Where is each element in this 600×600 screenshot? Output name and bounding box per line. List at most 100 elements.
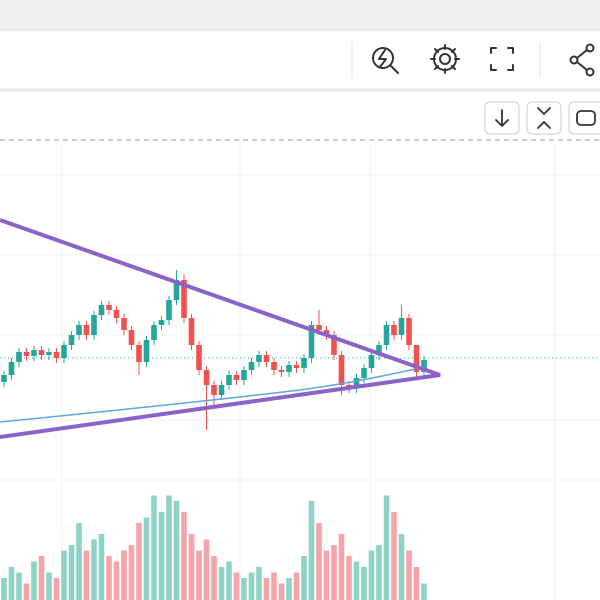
volume-bar — [421, 583, 427, 600]
volume-bar — [211, 556, 217, 600]
volume-bar — [368, 550, 375, 600]
candle-body — [31, 350, 37, 356]
candle-body — [226, 375, 232, 385]
candle-body — [316, 325, 322, 330]
volume-bar — [136, 523, 142, 600]
candle-body — [136, 345, 142, 362]
candle-body — [151, 325, 157, 340]
volume-bar — [113, 561, 120, 600]
settings-icon[interactable] — [430, 44, 460, 74]
alert-icon[interactable] — [372, 47, 399, 74]
volume-bar — [361, 567, 367, 600]
volume-bar — [278, 583, 285, 600]
candle-body — [293, 365, 300, 368]
candle-body — [143, 340, 150, 362]
volume-bar — [413, 567, 420, 600]
candle-body — [331, 335, 337, 355]
candle-body — [53, 352, 60, 358]
candle-body — [1, 375, 7, 382]
candle-body — [121, 318, 127, 330]
candle-body — [68, 335, 75, 345]
candle-body — [398, 318, 405, 335]
candle-body — [76, 325, 82, 335]
candle-body — [211, 385, 217, 395]
reset-button[interactable] — [568, 101, 600, 135]
volume-bar — [31, 561, 37, 600]
share-icon[interactable] — [569, 43, 595, 77]
volume-bar — [203, 539, 210, 600]
volume-bar — [406, 550, 412, 600]
volume-bar — [181, 512, 187, 600]
candle-body — [286, 365, 292, 372]
volume-bar — [301, 556, 307, 600]
volume-bar — [391, 512, 397, 600]
top-bar — [0, 0, 600, 30]
volume-bar — [323, 550, 330, 600]
volume-bar — [286, 578, 292, 600]
volume-bar — [173, 501, 180, 600]
candle-body — [278, 370, 285, 372]
volume-bar — [346, 556, 352, 600]
candle-body — [248, 362, 255, 370]
candle-body — [166, 300, 172, 320]
volume-bar — [76, 523, 82, 600]
volume-bar — [338, 534, 345, 600]
candle-body — [181, 280, 187, 318]
candle-body — [376, 345, 382, 355]
collapse-icon — [537, 107, 551, 129]
candle-body — [98, 305, 105, 315]
volume-bar — [398, 534, 405, 600]
candle-body — [8, 362, 15, 375]
volume-bar — [1, 578, 7, 600]
candle-body — [113, 310, 120, 318]
volume-bar — [226, 561, 232, 600]
candle-body — [203, 370, 210, 385]
candle-body — [218, 385, 225, 395]
volume-bar — [16, 572, 22, 600]
candle-body — [361, 368, 367, 378]
volume-bar — [248, 572, 255, 600]
candle-body — [421, 360, 427, 372]
volume-bar — [218, 567, 225, 600]
volume-bar — [353, 561, 360, 600]
candle-body — [233, 375, 240, 380]
candle-body — [383, 325, 390, 345]
volume-bar — [256, 567, 262, 600]
volume-bar — [316, 523, 322, 600]
candle-body — [353, 378, 360, 388]
candle-body — [323, 330, 330, 335]
candle-body — [106, 305, 112, 310]
volume-bar — [38, 556, 45, 600]
candle-body — [173, 280, 180, 300]
candle-body — [188, 318, 195, 345]
candle-body — [241, 370, 247, 380]
volume-bar — [233, 572, 240, 600]
volume-bar — [308, 501, 315, 600]
volume-bar — [23, 583, 30, 600]
candle-body — [338, 355, 345, 385]
candle-body — [128, 330, 135, 345]
volume-bar — [271, 572, 277, 600]
candle-body — [196, 345, 202, 370]
candle-body — [83, 325, 90, 335]
collapse-button[interactable] — [526, 101, 562, 135]
volume-bar — [263, 578, 270, 600]
volume-bar — [61, 550, 67, 600]
candle-body — [391, 325, 397, 335]
volume-bar — [106, 556, 112, 600]
moving-average — [0, 366, 426, 423]
volume-bar — [143, 517, 150, 600]
volume-bar — [196, 550, 202, 600]
candle-body — [263, 355, 270, 362]
volume-bar — [241, 578, 247, 600]
fullscreen-icon[interactable] — [490, 47, 514, 71]
volume-bar — [46, 572, 52, 600]
volume-bar — [98, 534, 105, 600]
reset-icon — [576, 110, 596, 126]
volume-bar — [128, 545, 135, 600]
candle-body — [16, 352, 22, 362]
arrow-icon — [495, 109, 509, 127]
candle-body — [406, 318, 412, 345]
volume-bar — [91, 539, 97, 600]
candle-body — [308, 325, 315, 358]
